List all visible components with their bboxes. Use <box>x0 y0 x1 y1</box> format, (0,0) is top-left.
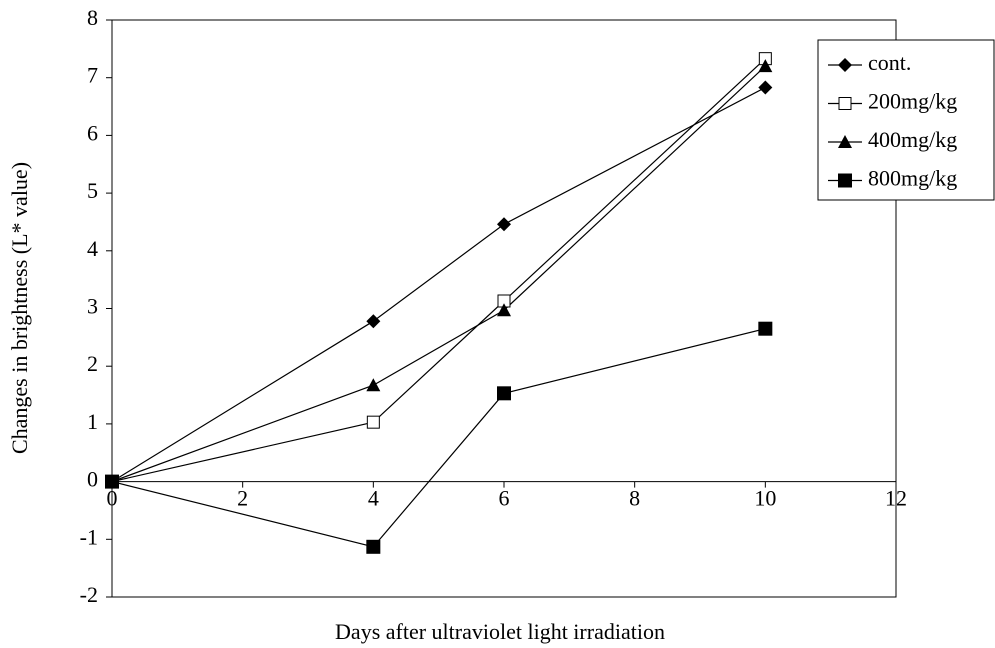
y-tick-label: 2 <box>87 351 98 376</box>
marker <box>497 303 511 317</box>
series-line <box>111 86 766 483</box>
x-tick-label: 2 <box>237 486 248 511</box>
legend-marker <box>838 97 852 110</box>
series-line <box>111 328 766 548</box>
marker <box>366 314 381 329</box>
y-tick-label: -2 <box>80 582 98 607</box>
y-tick-label: 5 <box>87 178 98 203</box>
legend-box <box>817 39 995 201</box>
y-axis-label: Changes in brightness (L* value) <box>7 162 32 454</box>
y-tick-label: 0 <box>87 467 98 492</box>
y-tick-label: 7 <box>87 63 98 88</box>
marker <box>366 378 381 392</box>
marker <box>366 415 380 429</box>
y-tick-label: 4 <box>87 236 98 261</box>
series-line <box>111 58 766 483</box>
x-tick-label: 4 <box>368 486 379 511</box>
x-axis-label: Days after ultraviolet light irradiation <box>335 619 665 644</box>
y-tick-label: 6 <box>87 120 98 145</box>
series-line <box>111 65 766 483</box>
legend-label: 400mg/kg <box>868 127 957 152</box>
legend-marker <box>838 173 852 188</box>
marker <box>497 217 511 232</box>
x-tick-label: 6 <box>499 486 510 511</box>
marker <box>366 539 381 554</box>
x-tick-label: 10 <box>754 486 776 511</box>
x-tick-label: 0 <box>107 486 118 511</box>
marker <box>497 386 511 401</box>
y-tick-label: 3 <box>87 294 98 319</box>
legend-label: 800mg/kg <box>868 166 957 191</box>
y-tick-label: 1 <box>87 409 98 434</box>
marker <box>105 474 119 489</box>
x-tick-label: 12 <box>885 486 907 511</box>
y-tick-label: 8 <box>87 5 98 30</box>
legend-label: 200mg/kg <box>868 89 957 114</box>
marker <box>758 80 773 95</box>
marker <box>758 59 773 73</box>
x-tick-label: 8 <box>629 486 640 511</box>
legend-marker <box>838 58 852 72</box>
legend-label: cont. <box>868 50 911 75</box>
legend-marker <box>838 135 852 148</box>
marker <box>758 321 773 336</box>
y-tick-label: -1 <box>80 524 98 549</box>
